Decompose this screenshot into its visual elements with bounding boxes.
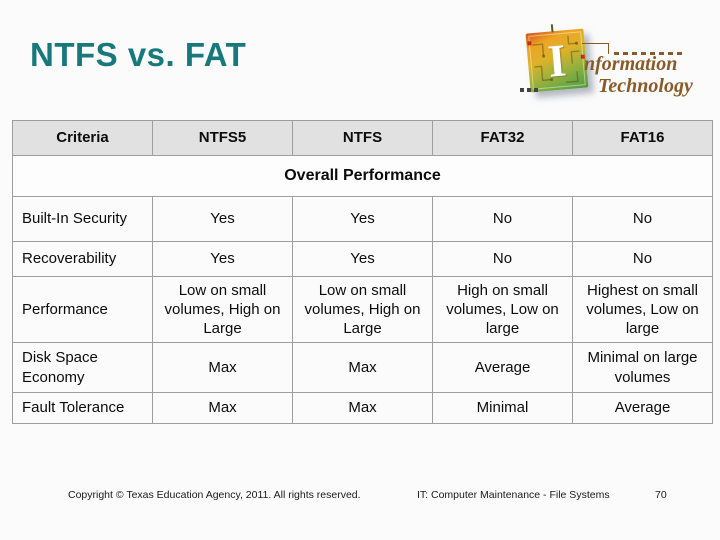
circuit-chip-icon: I (525, 24, 589, 93)
cell-value: Highest on small volumes, Low on large (572, 276, 713, 343)
logo-wordmark: nformation Technology (584, 54, 693, 96)
footer-page-number: 70 (655, 489, 667, 501)
section-header-label: Overall Performance (12, 155, 713, 197)
logo-dash-marks (614, 52, 686, 55)
cell-value: No (432, 196, 573, 242)
cell-value: No (572, 196, 713, 242)
logo-text-line2: Technology (598, 75, 693, 97)
column-header-fat32: FAT32 (432, 120, 573, 156)
column-header-fat16: FAT16 (572, 120, 713, 156)
cell-value: Low on small volumes, High on Large (152, 276, 293, 343)
section-row-overall-performance: Overall Performance (12, 155, 713, 197)
criteria-label: Disk Space Economy (12, 342, 153, 393)
footer-course-name: IT: Computer Maintenance - File Systems (417, 489, 610, 501)
logo-tick-marks (520, 88, 542, 92)
cell-value: High on small volumes, Low on large (432, 276, 573, 343)
criteria-label: Fault Tolerance (12, 392, 153, 424)
cell-value: Yes (292, 196, 433, 242)
cell-value: No (572, 241, 713, 277)
cell-value: Low on small volumes, High on Large (292, 276, 433, 343)
table-row-fault-tolerance: Fault Tolerance Max Max Minimal Average (12, 392, 713, 424)
comparison-table: Criteria NTFS5 NTFS FAT32 FAT16 Overall … (12, 120, 713, 424)
cell-value: Average (432, 342, 573, 393)
table-header-row: Criteria NTFS5 NTFS FAT32 FAT16 (12, 120, 713, 156)
table-row-recoverability: Recoverability Yes Yes No No (12, 241, 713, 277)
table-row-performance: Performance Low on small volumes, High o… (12, 276, 713, 343)
cell-value: No (432, 241, 573, 277)
column-header-ntfs: NTFS (292, 120, 433, 156)
circuit-traces (527, 31, 586, 90)
page-title: NTFS vs. FAT (30, 36, 247, 73)
criteria-label: Recoverability (12, 241, 153, 277)
cell-value: Yes (152, 241, 293, 277)
logo-letter-i: I (545, 33, 569, 87)
cell-value: Max (152, 392, 293, 424)
footer-copyright: Copyright © Texas Education Agency, 2011… (68, 489, 361, 501)
cell-value: Average (572, 392, 713, 424)
cell-value: Minimal (432, 392, 573, 424)
cell-value: Max (292, 392, 433, 424)
criteria-label: Built-In Security (12, 196, 153, 242)
cell-value: Yes (152, 196, 293, 242)
criteria-label: Performance (12, 276, 153, 343)
chip-antenna (550, 24, 554, 33)
cell-value: Yes (292, 241, 433, 277)
table-row-disk-space-economy: Disk Space Economy Max Max Average Minim… (12, 342, 713, 393)
logo-text-line1: nformation (584, 53, 678, 75)
logo-connector-line (582, 43, 609, 54)
cell-value: Max (152, 342, 293, 393)
cell-value: Max (292, 342, 433, 393)
cell-value: Minimal on large volumes (572, 342, 713, 393)
information-technology-logo: I nformation Technology (520, 24, 693, 104)
column-header-criteria: Criteria (12, 120, 153, 156)
column-header-ntfs5: NTFS5 (152, 120, 293, 156)
table-row-built-in-security: Built-In Security Yes Yes No No (12, 196, 713, 242)
